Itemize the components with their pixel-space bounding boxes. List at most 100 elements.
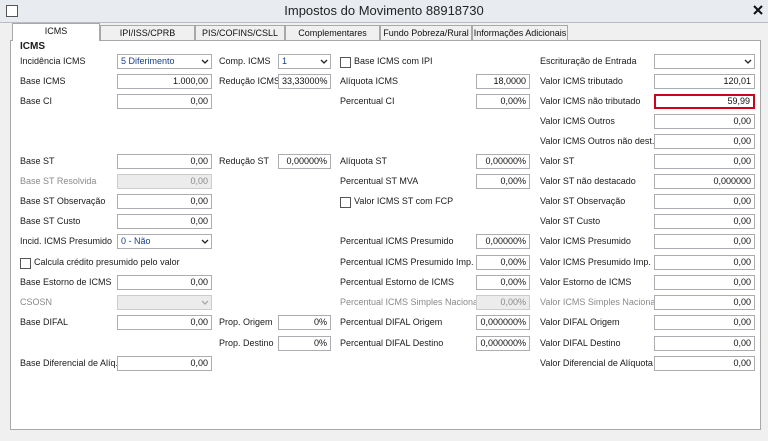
text-input[interactable]: 0,00: [117, 315, 212, 330]
text-input[interactable]: 0,00: [117, 154, 212, 169]
dropdown[interactable]: [654, 54, 755, 69]
text-input[interactable]: 0,00: [117, 214, 212, 229]
field-value: 0,00: [733, 236, 751, 246]
text-input[interactable]: 0,00: [654, 315, 755, 330]
dropdown-arrow: [320, 59, 328, 64]
text-input[interactable]: 18,0000: [476, 74, 530, 89]
field-value: 33,33000%: [282, 76, 328, 86]
checkbox-label: Base ICMS com IPI: [354, 56, 433, 66]
field-value: 0,00%: [500, 277, 526, 287]
text-input[interactable]: 0,00: [117, 94, 212, 109]
tab[interactable]: Informações Adicionais: [472, 25, 568, 40]
field-value: 0,00: [190, 156, 208, 166]
text-input[interactable]: 59,99: [654, 94, 755, 109]
dropdown-arrow: [201, 59, 209, 64]
field-label: Percentual DIFAL Destino: [340, 338, 444, 348]
checkbox-label: Valor ICMS ST com FCP: [354, 196, 454, 206]
dropdown[interactable]: 1: [278, 54, 331, 69]
text-input[interactable]: 0,00%: [476, 94, 530, 109]
text-input[interactable]: 0,00%: [476, 275, 530, 290]
text-input[interactable]: 1.000,00: [117, 74, 212, 89]
text-input[interactable]: 0,000000: [654, 174, 755, 189]
field-label: Base ST Observação: [20, 196, 106, 206]
field-label: Percentual ST MVA: [340, 176, 419, 186]
text-input[interactable]: 0,00%: [476, 255, 530, 270]
text-input[interactable]: 0,00: [117, 194, 212, 209]
field-value: 0,00: [190, 358, 208, 368]
text-input[interactable]: 0,00000%: [476, 154, 530, 169]
field-label: Valor Diferencial de Alíquota: [540, 358, 653, 368]
field-value: 0,00: [190, 317, 208, 327]
tab[interactable]: IPI/ISS/CPRB: [100, 25, 195, 40]
tab[interactable]: PIS/COFINS/CSLL: [195, 25, 285, 40]
field-value: 0,00%: [500, 96, 526, 106]
field-label: Valor ST Custo: [540, 216, 601, 226]
text-input[interactable]: 0,00: [654, 114, 755, 129]
text-input[interactable]: 0%: [278, 336, 331, 351]
field-label: Percentual ICMS Presumido: [340, 236, 454, 246]
field-label: Percentual Estorno de ICMS: [340, 277, 455, 287]
dropdown: [117, 295, 212, 310]
field-value: 0,00000%: [485, 236, 526, 246]
tab[interactable]: ICMS: [12, 23, 100, 41]
text-input[interactable]: 0,00%: [476, 174, 530, 189]
field-value: 120,01: [723, 76, 751, 86]
field-value: 0,00: [190, 196, 208, 206]
text-input[interactable]: 0,00: [654, 234, 755, 249]
text-input[interactable]: 120,01: [654, 74, 755, 89]
text-input[interactable]: 0,00: [117, 356, 212, 371]
checkbox[interactable]: [20, 258, 31, 269]
text-input[interactable]: 0,00: [654, 275, 755, 290]
text-input[interactable]: 0,000000%: [476, 336, 530, 351]
field-value: 0,00%: [500, 297, 526, 307]
field-label: Base Diferencial de Alíq.: [20, 358, 119, 368]
field-value: 0%: [313, 338, 327, 348]
dropdown[interactable]: 0 - Não: [117, 234, 212, 249]
close-button[interactable]: [752, 4, 764, 16]
dropdown-arrow: [744, 59, 752, 64]
field-value: 0,00%: [500, 257, 526, 267]
text-input[interactable]: 0,00: [654, 295, 755, 310]
text-input[interactable]: 0,00: [654, 336, 755, 351]
field-value: 0,00: [733, 317, 751, 327]
field-label: Redução ST: [219, 156, 270, 166]
text-input[interactable]: 0,000000%: [476, 315, 530, 330]
field-value: 0,00%: [500, 176, 526, 186]
field-value: 0 - Não: [121, 236, 151, 246]
text-input[interactable]: 0,00000%: [476, 234, 530, 249]
field-value: 59,99: [727, 96, 750, 106]
field-value: 0,00: [733, 136, 751, 146]
text-input[interactable]: 0,00000%: [278, 154, 331, 169]
field-value: 0,00: [733, 257, 751, 267]
text-input[interactable]: 0%: [278, 315, 331, 330]
field-label: Valor ICMS Simples Nacional: [540, 297, 658, 307]
field-label: Valor DIFAL Origem: [540, 317, 620, 327]
field-label: Valor ST não destacado: [540, 176, 636, 186]
field-label: Valor DIFAL Destino: [540, 338, 621, 348]
text-input[interactable]: 0,00: [654, 194, 755, 209]
field-label: Valor Estorno de ICMS: [540, 277, 632, 287]
text-input[interactable]: 0,00: [654, 134, 755, 149]
text-input[interactable]: 33,33000%: [278, 74, 331, 89]
text-input[interactable]: 0,00: [654, 154, 755, 169]
tab[interactable]: Fundo Pobreza/Rural: [380, 25, 472, 40]
tab[interactable]: Complementares: [285, 25, 380, 40]
checkbox[interactable]: [340, 197, 351, 208]
text-input[interactable]: 0,00: [654, 356, 755, 371]
field-label: Alíquota ICMS: [340, 76, 399, 86]
dropdown[interactable]: 5 Diferimento: [117, 54, 212, 69]
field-value: 0%: [313, 317, 327, 327]
text-input[interactable]: 0,00: [654, 255, 755, 270]
text-input[interactable]: 0,00: [117, 275, 212, 290]
section-title: ICMS: [20, 41, 45, 52]
checkbox[interactable]: [340, 57, 351, 68]
checkbox-label: Calcula crédito presumido pelo valor: [34, 257, 180, 267]
field-label: Base ST: [20, 156, 55, 166]
field-label: CSOSN: [20, 297, 53, 307]
field-value: 0,00000%: [286, 156, 327, 166]
field-label: Valor ICMS Presumido Imp. PR: [540, 257, 666, 267]
text-input[interactable]: 0,00: [654, 214, 755, 229]
field-value: 0,00: [733, 216, 751, 226]
